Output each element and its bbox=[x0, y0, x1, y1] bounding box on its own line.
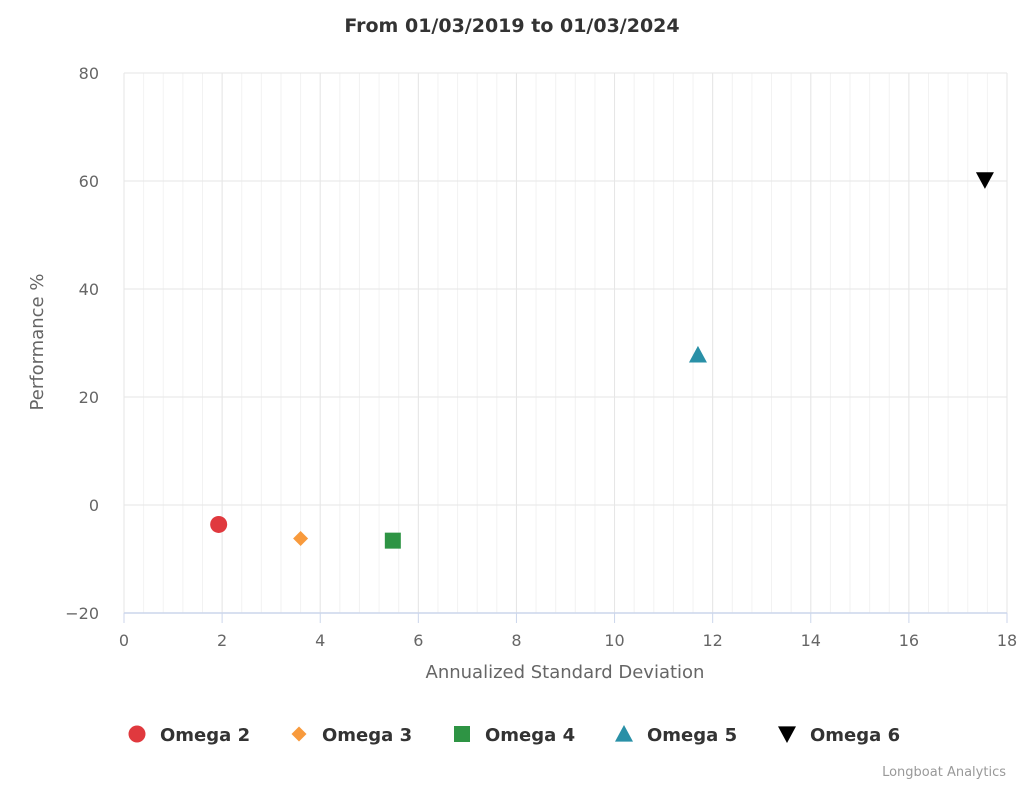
minor-gridlines bbox=[123, 73, 1008, 613]
y-tick-label: −20 bbox=[65, 604, 99, 623]
legend-item-omega-3[interactable]: Omega 3 bbox=[291, 725, 413, 746]
legend-label: Omega 3 bbox=[322, 725, 412, 746]
data-points bbox=[210, 172, 994, 549]
data-point-omega-3[interactable] bbox=[293, 530, 309, 546]
legend-label: Omega 2 bbox=[160, 725, 250, 746]
x-tick-label: 6 bbox=[413, 631, 423, 650]
x-tick-label: 0 bbox=[119, 631, 129, 650]
y-tick-label: 20 bbox=[79, 388, 99, 407]
legend-label: Omega 6 bbox=[810, 725, 900, 746]
legend-marker[interactable] bbox=[778, 726, 796, 743]
y-tick-label: 80 bbox=[79, 64, 99, 83]
legend-label: Omega 5 bbox=[647, 725, 737, 746]
x-tick-label: 4 bbox=[315, 631, 325, 650]
chart-credit[interactable]: Longboat Analytics bbox=[882, 765, 1006, 780]
data-point-omega-5[interactable] bbox=[688, 345, 707, 363]
y-tick-label: 60 bbox=[79, 172, 99, 191]
chart-title: From 01/03/2019 to 01/03/2024 bbox=[344, 15, 679, 37]
data-point-omega-6[interactable] bbox=[975, 172, 994, 189]
x-tick-label: 2 bbox=[217, 631, 227, 650]
data-point-omega-2[interactable] bbox=[210, 515, 228, 533]
data-point-omega-4[interactable] bbox=[384, 532, 401, 549]
legend-item-omega-4[interactable]: Omega 4 bbox=[454, 725, 575, 746]
legend-item-omega-6[interactable]: Omega 6 bbox=[778, 725, 900, 746]
x-tick-label: 18 bbox=[997, 631, 1017, 650]
legend-marker[interactable] bbox=[454, 726, 470, 742]
legend: Omega 2 Omega 3 Omega 4 Omega 5 Omega 6 bbox=[128, 725, 900, 746]
y-axis-ticks: −20 0 20 40 60 80 bbox=[65, 64, 99, 623]
x-axis-ticks: 0 2 4 6 8 10 12 14 16 18 bbox=[119, 613, 1017, 650]
legend-item-omega-2[interactable]: Omega 2 bbox=[128, 725, 251, 746]
legend-marker[interactable] bbox=[615, 725, 633, 742]
y-tick-label: 40 bbox=[79, 280, 99, 299]
major-gridlines bbox=[123, 72, 1008, 614]
x-tick-label: 14 bbox=[801, 631, 821, 650]
x-tick-label: 10 bbox=[604, 631, 624, 650]
legend-marker[interactable] bbox=[128, 725, 146, 743]
legend-marker[interactable] bbox=[291, 726, 307, 742]
x-axis-title: Annualized Standard Deviation bbox=[426, 662, 705, 683]
y-tick-label: 0 bbox=[89, 496, 99, 515]
legend-item-omega-5[interactable]: Omega 5 bbox=[615, 725, 737, 746]
x-tick-label: 8 bbox=[511, 631, 521, 650]
x-tick-label: 12 bbox=[702, 631, 722, 650]
y-axis-title: Performance % bbox=[27, 274, 48, 411]
x-tick-label: 16 bbox=[899, 631, 919, 650]
legend-label: Omega 4 bbox=[485, 725, 575, 746]
